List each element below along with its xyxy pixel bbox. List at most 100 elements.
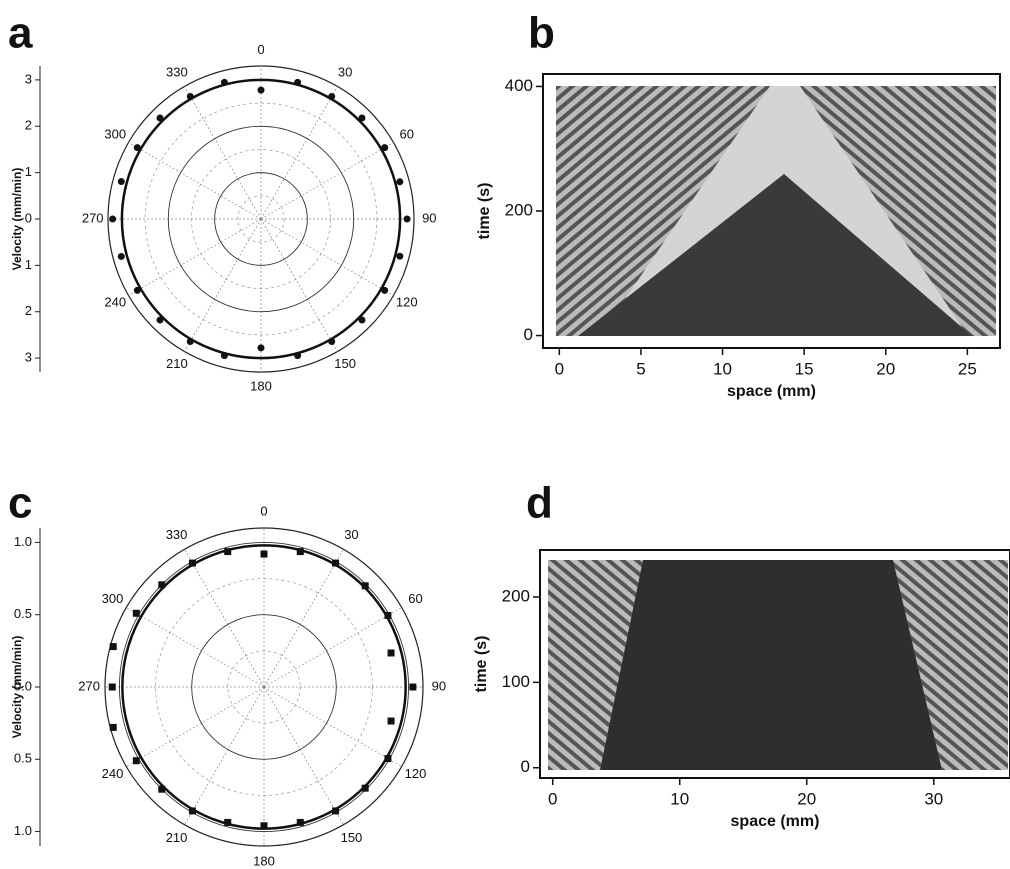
data-point bbox=[221, 79, 228, 86]
data-point bbox=[118, 178, 125, 185]
data-point bbox=[396, 178, 403, 185]
x-tick-label: 10 bbox=[670, 789, 689, 808]
angle-tick-label: 60 bbox=[408, 591, 422, 606]
data-point bbox=[189, 807, 196, 814]
data-point bbox=[110, 724, 117, 731]
data-point bbox=[109, 216, 116, 223]
data-point bbox=[358, 316, 365, 323]
data-point bbox=[384, 612, 391, 619]
data-point bbox=[294, 79, 301, 86]
angle-tick-label: 120 bbox=[396, 295, 418, 310]
angle-grid-line bbox=[126, 608, 264, 688]
figure: a03060901201501802102402703003300112233V… bbox=[0, 0, 1010, 869]
data-point bbox=[358, 115, 365, 122]
x-tick-label: 25 bbox=[958, 359, 977, 378]
data-point bbox=[110, 643, 117, 650]
data-point bbox=[134, 287, 141, 294]
panel-label: a bbox=[8, 9, 33, 58]
x-tick-label: 20 bbox=[797, 789, 816, 808]
x-tick-label: 15 bbox=[795, 359, 814, 378]
radial-tick-label: 2 bbox=[25, 303, 32, 318]
angle-tick-label: 150 bbox=[341, 830, 363, 845]
angle-grid-line bbox=[264, 687, 344, 825]
data-point bbox=[362, 785, 369, 792]
radial-tick-label: 0.5 bbox=[14, 606, 32, 621]
radial-tick-label: 0.5 bbox=[14, 751, 32, 766]
angle-grid-line bbox=[264, 608, 402, 688]
angle-tick-label: 270 bbox=[82, 210, 104, 225]
angle-tick-label: 0 bbox=[260, 504, 267, 519]
angle-tick-label: 150 bbox=[334, 356, 356, 371]
data-point bbox=[332, 807, 339, 814]
data-point bbox=[328, 93, 335, 100]
data-point bbox=[294, 352, 301, 359]
angle-tick-label: 300 bbox=[102, 591, 124, 606]
angle-tick-label: 330 bbox=[166, 527, 188, 542]
data-point bbox=[187, 338, 194, 345]
data-point bbox=[133, 757, 140, 764]
angle-tick-label: 90 bbox=[432, 678, 446, 693]
angle-tick-label: 210 bbox=[166, 356, 188, 371]
data-point bbox=[158, 581, 165, 588]
radial-tick-label: 0 bbox=[25, 210, 32, 225]
y-tick-label: 400 bbox=[505, 76, 533, 95]
radial-tick-label: 1.0 bbox=[14, 534, 32, 549]
data-point bbox=[388, 718, 395, 725]
data-point bbox=[328, 338, 335, 345]
data-point bbox=[396, 253, 403, 260]
data-point bbox=[297, 548, 304, 555]
data-point bbox=[187, 93, 194, 100]
x-tick-label: 20 bbox=[876, 359, 895, 378]
angle-grid-line bbox=[185, 549, 265, 687]
angle-tick-label: 0 bbox=[257, 42, 264, 57]
x-tick-label: 0 bbox=[555, 359, 564, 378]
data-point bbox=[133, 610, 140, 617]
angle-tick-label: 30 bbox=[338, 65, 352, 80]
panel-label: d bbox=[526, 479, 553, 528]
radial-tick-label: 1 bbox=[25, 164, 32, 179]
angle-grid-line bbox=[185, 687, 265, 825]
x-axis-label: space (mm) bbox=[727, 383, 816, 400]
data-point bbox=[221, 352, 228, 359]
angle-tick-label: 180 bbox=[253, 853, 275, 868]
y-tick-label: 200 bbox=[502, 586, 530, 605]
data-point bbox=[109, 684, 116, 691]
angle-tick-label: 120 bbox=[405, 766, 427, 781]
angle-grid-line bbox=[126, 687, 264, 767]
angle-tick-label: 60 bbox=[400, 126, 414, 141]
angle-tick-label: 30 bbox=[344, 527, 358, 542]
data-point bbox=[224, 548, 231, 555]
radial-tick-label: 1.0 bbox=[14, 823, 32, 838]
data-point bbox=[362, 582, 369, 589]
data-point bbox=[258, 87, 265, 94]
data-point bbox=[189, 560, 196, 567]
y-tick-label: 0 bbox=[521, 757, 530, 776]
angle-grid-line bbox=[264, 549, 344, 687]
y-axis-label: Velocity (mm/min) bbox=[10, 636, 24, 739]
angle-tick-label: 90 bbox=[422, 210, 436, 225]
kymograph-image-b bbox=[556, 86, 996, 336]
data-point bbox=[381, 287, 388, 294]
x-tick-label: 10 bbox=[713, 359, 732, 378]
x-tick-label: 30 bbox=[924, 789, 943, 808]
x-axis-label: space (mm) bbox=[731, 813, 820, 830]
y-tick-label: 100 bbox=[502, 672, 530, 691]
angle-tick-label: 330 bbox=[166, 65, 188, 80]
data-point bbox=[157, 316, 164, 323]
x-tick-label: 5 bbox=[636, 359, 645, 378]
data-point bbox=[409, 684, 416, 691]
angle-tick-label: 270 bbox=[78, 678, 100, 693]
radial-tick-label: 2 bbox=[25, 118, 32, 133]
data-point bbox=[157, 115, 164, 122]
y-axis-label: Velocity (mm/min) bbox=[10, 168, 24, 271]
data-point bbox=[158, 786, 165, 793]
data-point bbox=[118, 253, 125, 260]
angle-tick-label: 210 bbox=[166, 830, 188, 845]
angle-tick-label: 180 bbox=[250, 379, 272, 394]
angle-tick-label: 300 bbox=[104, 126, 126, 141]
data-point bbox=[297, 819, 304, 826]
data-point bbox=[404, 216, 411, 223]
y-tick-label: 200 bbox=[505, 200, 533, 219]
data-point bbox=[381, 144, 388, 151]
data-point bbox=[258, 344, 265, 351]
